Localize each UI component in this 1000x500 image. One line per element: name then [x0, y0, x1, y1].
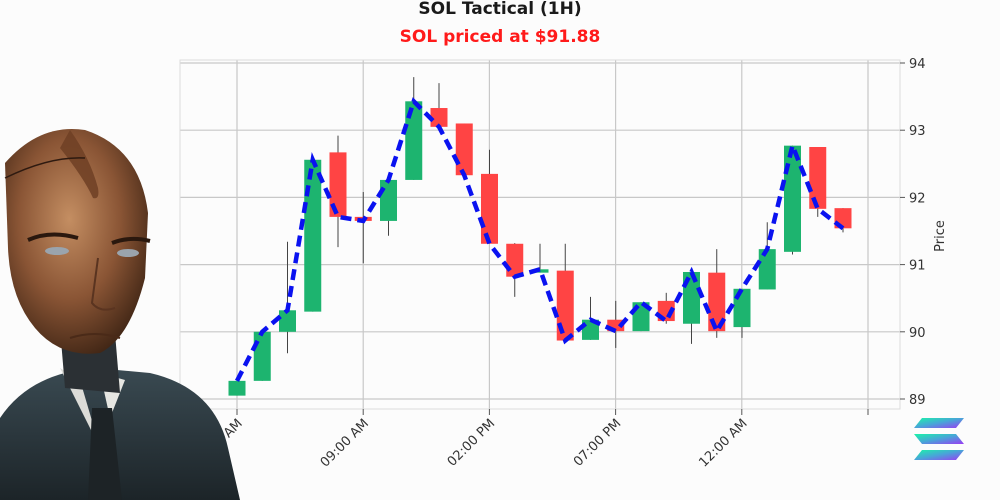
android-trader-avatar — [0, 128, 240, 500]
candle — [758, 249, 776, 290]
y-tick-label: 94 — [909, 57, 926, 72]
y-tick-label: 93 — [909, 124, 926, 139]
candle — [380, 179, 397, 221]
candle — [228, 380, 246, 396]
solana-logo-icon — [914, 418, 964, 460]
candle — [430, 108, 448, 127]
candle — [455, 123, 473, 176]
y-axis-label: Price — [933, 220, 948, 252]
candle — [304, 159, 322, 312]
chart-grid — [180, 60, 900, 409]
candle — [279, 310, 296, 332]
y-tick-label: 92 — [909, 191, 926, 206]
candle — [784, 145, 801, 252]
chart-title: SOL Tactical (1H) — [418, 0, 582, 19]
candles — [228, 77, 852, 396]
y-axis: 89 90 91 92 93 94 — [900, 57, 926, 408]
x-tick-label: 07:00 PM — [571, 416, 624, 469]
plot-frame — [179, 59, 901, 410]
x-tick-label: 02:00 PM — [445, 416, 498, 469]
close-price-line — [234, 97, 845, 382]
candle — [809, 147, 827, 209]
candle — [405, 101, 423, 180]
price-subtitle: SOL priced at $91.88 — [399, 27, 601, 47]
candle — [506, 243, 524, 277]
y-tick-label: 90 — [909, 326, 926, 341]
candle — [481, 173, 498, 244]
candle — [708, 272, 726, 332]
y-tick-label: 91 — [909, 259, 926, 274]
candle — [253, 331, 271, 381]
candle — [329, 152, 347, 217]
candle — [607, 319, 625, 332]
y-tick-label: 89 — [909, 393, 926, 408]
x-tick-label: 09:00 AM — [318, 416, 372, 470]
x-tick-label: 12:00 AM — [696, 416, 750, 470]
